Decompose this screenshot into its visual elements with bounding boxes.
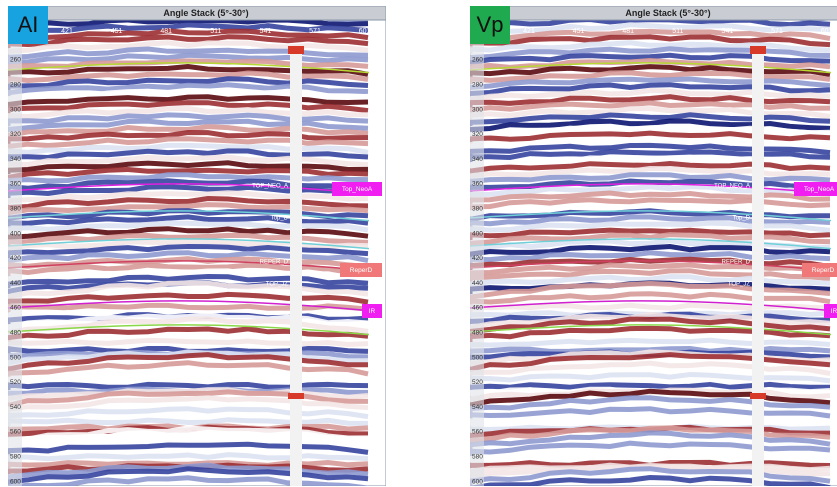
x-tick-label: 421 [61, 28, 73, 35]
y-tick-label: 380 [472, 206, 483, 213]
y-tick-label: 400 [472, 230, 483, 237]
y-tick-label: 260 [472, 57, 483, 64]
y-tick-label: 300 [10, 106, 21, 113]
horizon-label: IR [831, 308, 837, 315]
x-tick-label: 571 [771, 28, 783, 35]
horizon-label: Top_NeoA [804, 186, 835, 193]
well-marker [750, 46, 766, 54]
y-tick-label: 580 [472, 454, 483, 461]
y-tick-label: 320 [10, 131, 21, 138]
well-track [290, 46, 302, 486]
y-tick-label: 440 [10, 280, 21, 287]
y-axis-strip [470, 20, 484, 486]
y-tick-label: 520 [10, 379, 21, 386]
x-tick-label: 481 [160, 28, 172, 35]
y-tick-label: 500 [472, 354, 483, 361]
horizon-label: ReperD [350, 267, 373, 274]
y-axis-strip [8, 20, 22, 486]
well-marker [288, 393, 304, 399]
y-tick-label: 400 [10, 230, 21, 237]
y-tick-label: 460 [10, 305, 21, 312]
x-tick-label: 541 [260, 28, 272, 35]
well-label: REPER_D [260, 260, 289, 266]
well-label: TOP_JZ [266, 282, 289, 288]
y-tick-label: 280 [472, 82, 483, 89]
x-tick-label: 511 [210, 28, 221, 35]
x-tick-label: 421 [523, 28, 535, 35]
well-label: TOP_JZ [728, 282, 751, 288]
x-tick-label: 451 [573, 28, 585, 35]
well-label: Top_D [733, 216, 751, 222]
x-tick-label: 541 [722, 28, 734, 35]
horizon-label: Top_NeoA [342, 186, 373, 193]
x-tick-label: 481 [622, 28, 634, 35]
well-label: REPER_D [722, 260, 751, 266]
badge-label: AI [18, 12, 39, 37]
y-tick-label: 540 [472, 404, 483, 411]
y-tick-label: 460 [472, 305, 483, 312]
y-tick-label: 560 [472, 429, 483, 436]
y-tick-label: 600 [472, 478, 483, 485]
horizon-label: ReperD [812, 267, 835, 274]
y-tick-label: 480 [10, 330, 21, 337]
y-tick-label: 540 [10, 404, 21, 411]
seismic-panel: TOP_NEO_A Top_D REPER_D TOP_JZ Top_NeoA Reper… [8, 6, 386, 486]
well-label: Top_D [271, 216, 289, 222]
y-tick-label: 600 [10, 478, 21, 485]
well-track [752, 46, 764, 486]
well-marker [288, 46, 304, 54]
y-tick-label: 280 [10, 82, 21, 89]
y-tick-label: 420 [472, 255, 483, 262]
x-tick-label: 601 [821, 28, 833, 35]
horizon-label: IR [369, 308, 376, 315]
y-tick-label: 320 [472, 131, 483, 138]
badge-label: Vp [477, 12, 504, 37]
y-tick-label: 380 [10, 206, 21, 213]
y-tick-label: 340 [472, 156, 483, 163]
y-tick-label: 360 [472, 181, 483, 188]
y-tick-label: 520 [472, 379, 483, 386]
y-tick-label: 260 [10, 57, 21, 64]
y-tick-label: 500 [10, 354, 21, 361]
y-tick-label: 340 [10, 156, 21, 163]
panel-title: Angle Stack (5°-30°) [163, 8, 248, 18]
well-label: TOP_NEO_A [252, 184, 288, 190]
y-tick-label: 300 [472, 106, 483, 113]
seismic-panel: TOP_NEO_A Top_D REPER_D TOP_JZ Top_NeoA Reper… [470, 6, 837, 486]
y-tick-label: 580 [10, 454, 21, 461]
page: TOP_NEO_A Top_D REPER_D TOP_JZ Top_NeoA Reper… [0, 0, 837, 487]
x-tick-label: 571 [309, 28, 321, 35]
y-tick-label: 360 [10, 181, 21, 188]
y-tick-label: 480 [472, 330, 483, 337]
x-tick-label: 451 [111, 28, 123, 35]
panel-title: Angle Stack (5°-30°) [625, 8, 710, 18]
x-tick-label: 511 [672, 28, 683, 35]
x-tick-label: 601 [359, 28, 371, 35]
well-marker [750, 393, 766, 399]
y-tick-label: 420 [10, 255, 21, 262]
well-label: TOP_NEO_A [714, 184, 750, 190]
y-tick-label: 560 [10, 429, 21, 436]
y-tick-label: 440 [472, 280, 483, 287]
